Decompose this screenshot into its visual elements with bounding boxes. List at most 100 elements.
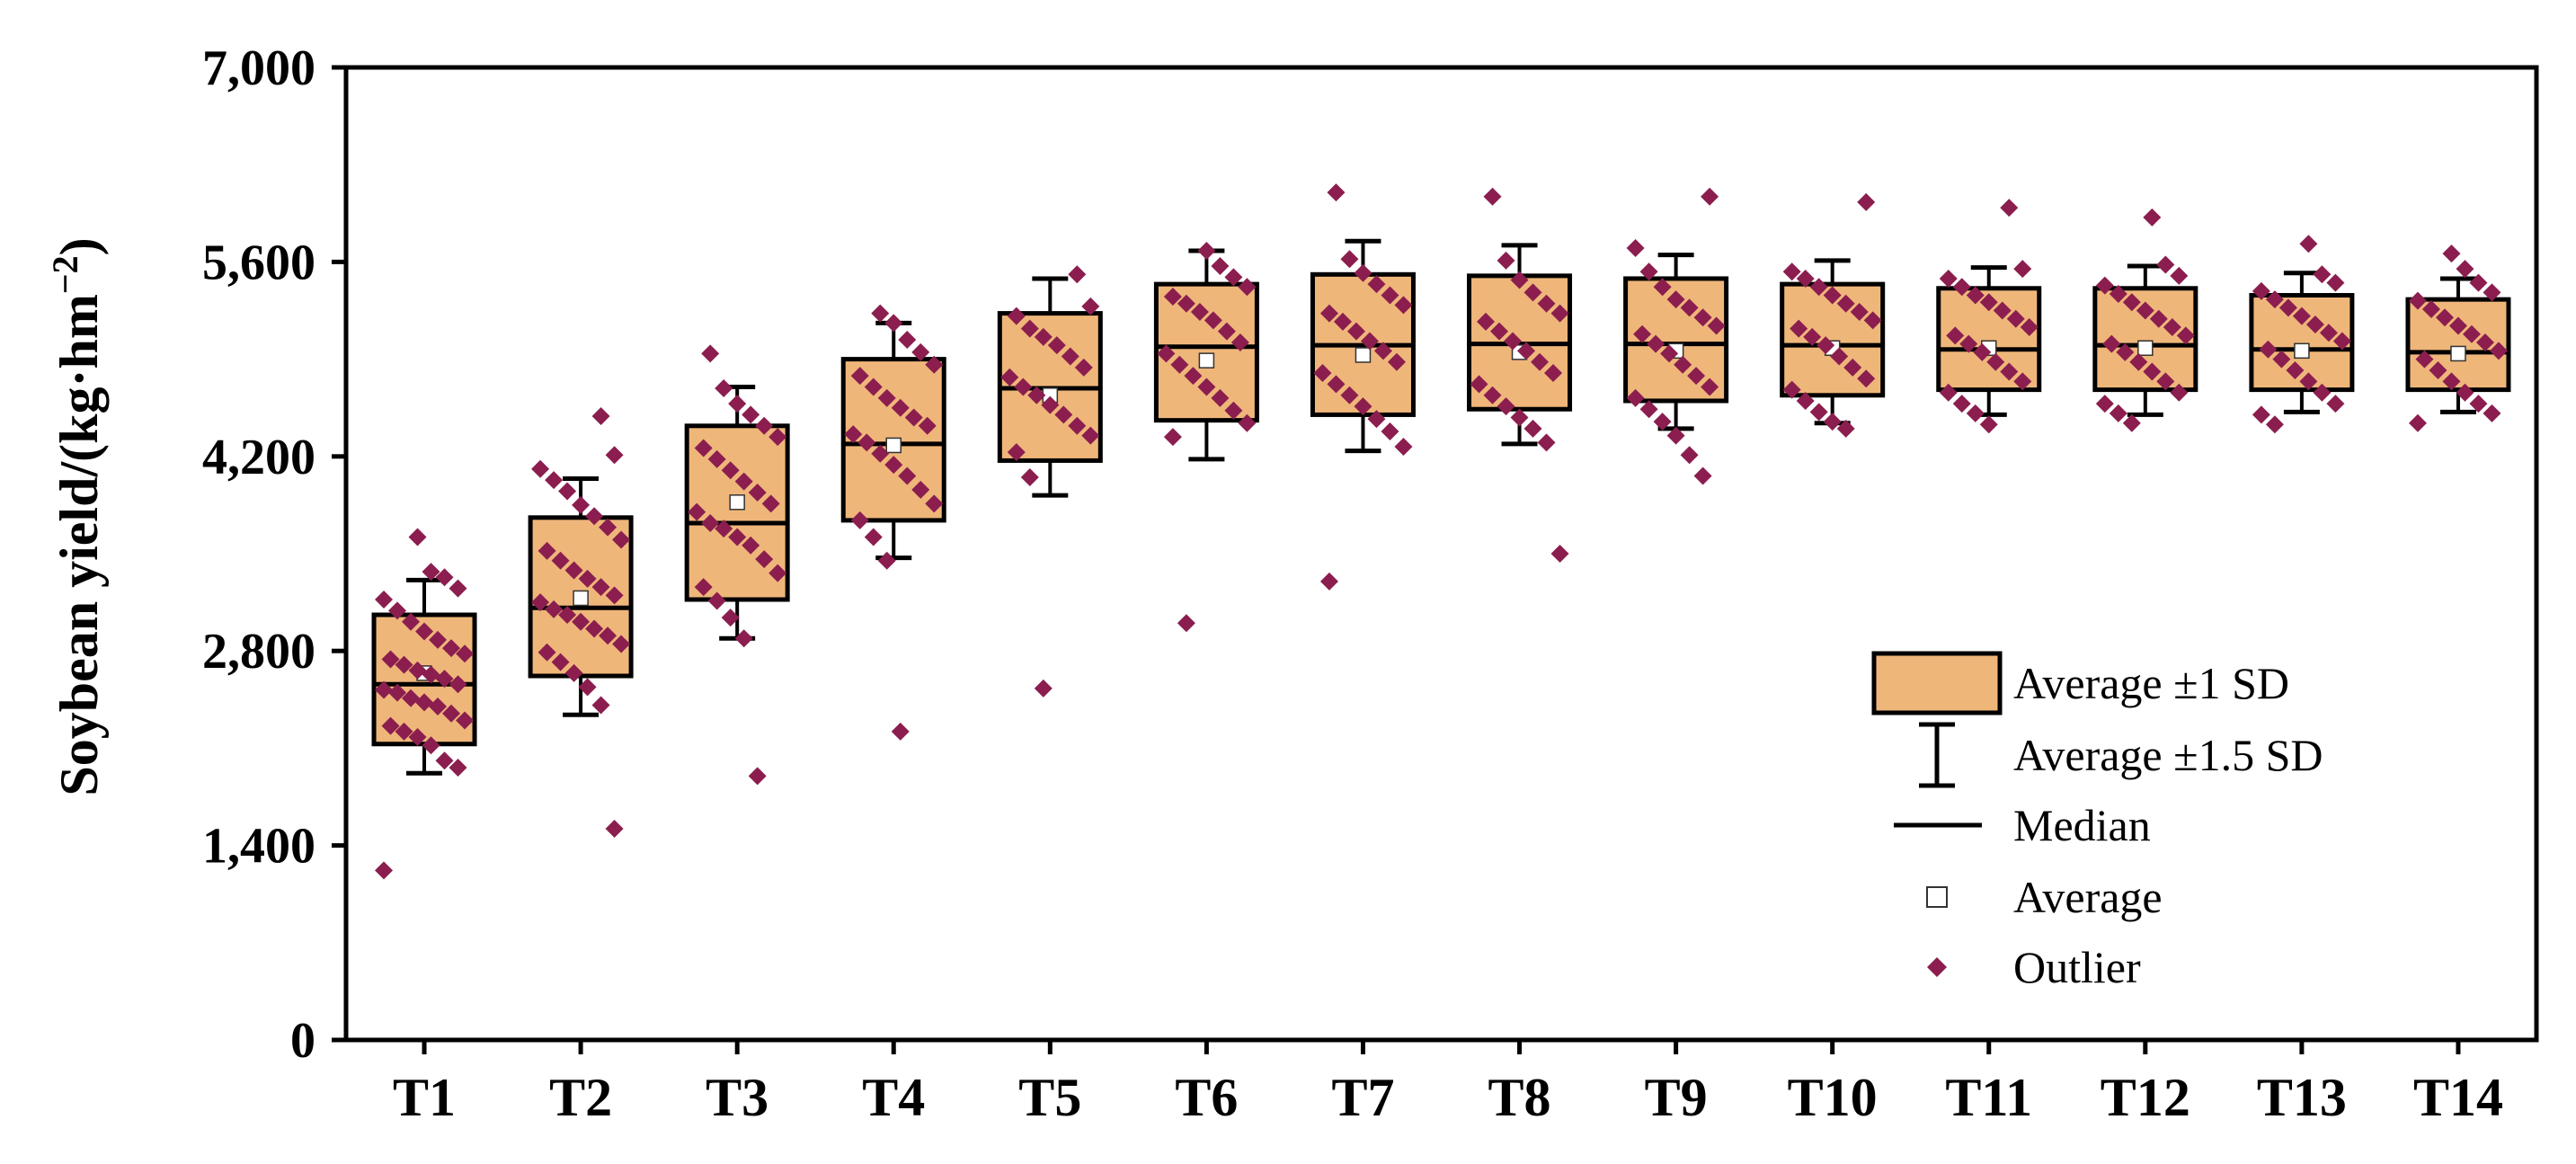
data-point	[2326, 273, 2345, 292]
data-point	[1041, 395, 1060, 414]
data-point	[755, 550, 774, 569]
data-point	[2456, 260, 2474, 279]
box-T14	[2405, 276, 2511, 414]
data-point	[1666, 290, 1685, 309]
data-point	[2313, 383, 2332, 402]
data-point	[728, 528, 747, 546]
data-point	[2122, 413, 2141, 432]
data-point	[1647, 334, 1666, 353]
data-point	[707, 591, 726, 610]
mean-marker	[885, 437, 902, 454]
data-point	[408, 728, 427, 747]
data-point	[2299, 372, 2318, 391]
data-point	[1163, 288, 1182, 307]
data-point	[1946, 326, 1965, 345]
data-point	[1211, 388, 1230, 407]
data-point	[1497, 397, 1515, 416]
data-point	[2435, 308, 2454, 327]
data-point	[1373, 342, 1392, 360]
y-axis-label: Soybean yield/(kg·hm−2)	[45, 237, 109, 795]
data-point	[701, 513, 720, 532]
data-point	[395, 655, 413, 674]
data-point	[715, 379, 733, 398]
data-point	[375, 861, 394, 880]
data-point	[1836, 294, 1855, 313]
data-point	[2013, 260, 2032, 279]
data-point	[1346, 322, 1365, 341]
data-point	[1979, 415, 1998, 434]
data-point	[1531, 352, 1550, 371]
data-point	[2292, 307, 2311, 325]
data-point	[591, 696, 610, 715]
data-point	[1687, 367, 1706, 386]
data-point	[1197, 242, 1216, 261]
data-point	[1387, 352, 1406, 371]
data-point	[2469, 273, 2488, 292]
data-point	[612, 635, 631, 653]
data-point	[1224, 401, 1243, 420]
data-point	[531, 593, 550, 612]
data-point	[1074, 358, 1093, 377]
data-point	[748, 767, 767, 786]
y-tick-label: 7,000	[202, 40, 315, 96]
data-point	[721, 609, 740, 627]
x-tick-label: T11	[1945, 1068, 2032, 1127]
legend-swatch-mean	[1926, 886, 1948, 908]
data-point	[545, 471, 564, 490]
data-point	[1966, 286, 1985, 305]
data-point	[1367, 275, 1386, 294]
data-point	[435, 670, 454, 689]
data-point	[1061, 347, 1079, 366]
data-point	[742, 405, 760, 424]
data-point	[755, 416, 774, 435]
data-point	[1007, 307, 1026, 325]
data-point	[2456, 383, 2474, 402]
data-point	[578, 569, 597, 588]
data-point	[2305, 315, 2324, 333]
box-sd1	[840, 357, 946, 523]
data-point	[734, 629, 753, 648]
data-point	[429, 698, 448, 716]
data-point	[891, 398, 910, 417]
x-tick-label: T13	[2257, 1068, 2347, 1127]
data-point	[1537, 294, 1556, 313]
data-point	[422, 665, 440, 684]
data-point	[1952, 278, 1971, 297]
data-point	[1340, 386, 1359, 404]
data-point	[599, 518, 617, 537]
data-point	[1626, 238, 1645, 257]
data-point	[2252, 281, 2270, 300]
data-point	[2156, 255, 2175, 274]
data-point	[1993, 301, 2012, 320]
data-point	[1523, 419, 1542, 438]
data-point	[2448, 316, 2467, 335]
data-point	[1230, 333, 1249, 352]
data-point	[1470, 375, 1488, 394]
data-point	[537, 541, 556, 560]
data-point	[2170, 266, 2189, 285]
data-point	[1707, 316, 1726, 335]
data-point	[408, 528, 427, 546]
data-point	[1510, 408, 1529, 427]
box-T7	[1310, 238, 1416, 454]
data-point	[721, 461, 740, 480]
data-point	[2252, 405, 2270, 424]
data-point	[395, 722, 413, 741]
data-point	[1979, 293, 1998, 312]
legend-label: Average ±1 SD	[2013, 658, 2289, 708]
data-point	[605, 446, 624, 465]
data-point	[1497, 251, 1515, 270]
data-point	[1803, 327, 1822, 346]
data-point	[1857, 369, 1876, 388]
data-point	[1367, 410, 1386, 429]
data-point	[1381, 422, 1399, 440]
data-point	[2442, 372, 2461, 391]
x-tick-label: T8	[1488, 1068, 1551, 1127]
data-point	[2462, 324, 2481, 343]
data-point	[605, 586, 624, 605]
data-point	[388, 601, 407, 620]
data-point	[1666, 426, 1685, 445]
data-point	[2469, 395, 2488, 413]
data-point	[1313, 364, 1332, 383]
